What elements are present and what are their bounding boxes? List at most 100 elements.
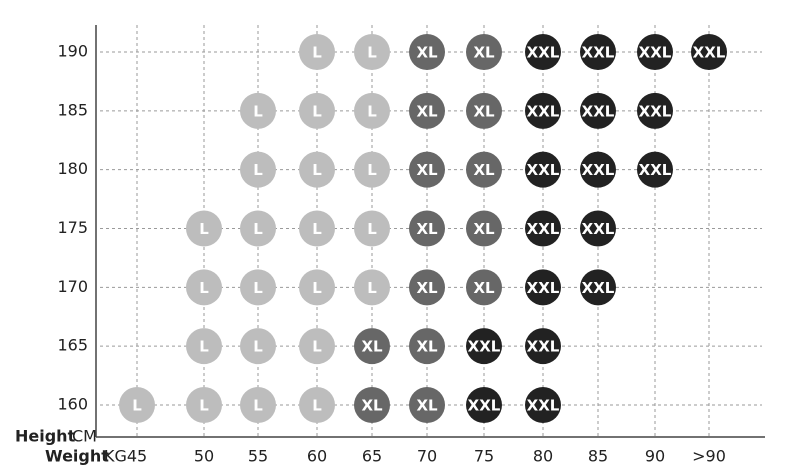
y-tick-label: 180 (57, 159, 88, 178)
size-label: L (199, 338, 209, 356)
size-dot (466, 34, 502, 70)
x-label: Weight (45, 447, 109, 466)
y-tick-label: 170 (57, 277, 88, 296)
size-dot (186, 210, 222, 247)
size-label: L (199, 220, 209, 238)
size-dot (409, 328, 445, 365)
size-label: XXL (527, 397, 560, 415)
size-label: L (199, 397, 209, 415)
size-dot (466, 269, 502, 306)
size-label: XL (473, 161, 495, 179)
size-dot (466, 151, 502, 188)
size-label: XXL (582, 220, 615, 238)
size-label: XXL (582, 161, 615, 179)
size-label: XL (416, 44, 438, 62)
size-dot (637, 151, 673, 188)
x-tick-label: 70 (417, 447, 437, 466)
size-dot (240, 269, 276, 306)
size-label: L (253, 102, 263, 120)
size-dot (525, 92, 561, 129)
size-label: XL (361, 397, 383, 415)
size-dot (354, 210, 390, 247)
size-dot (409, 92, 445, 129)
x-tick-label: 65 (362, 447, 382, 466)
x-tick-label: 90 (645, 447, 665, 466)
size-label: L (312, 161, 322, 179)
size-label: L (312, 102, 322, 120)
size-label: XXL (527, 161, 560, 179)
y-unit: CM (72, 427, 97, 446)
size-dot (409, 387, 445, 423)
size-label: XXL (582, 102, 615, 120)
size-dot (354, 269, 390, 306)
size-dot (525, 328, 561, 365)
size-dot (354, 34, 390, 70)
y-label: Height (15, 427, 76, 446)
size-dot (354, 328, 390, 365)
x-tick-label: 85 (588, 447, 608, 466)
size-label: L (367, 279, 377, 297)
size-label: L (312, 220, 322, 238)
size-label: L (253, 397, 263, 415)
size-label: XL (416, 338, 438, 356)
size-dot (466, 92, 502, 129)
size-dot (299, 34, 335, 70)
x-tick-label: 45 (127, 447, 147, 466)
size-dot (186, 387, 222, 423)
size-label: L (253, 161, 263, 179)
size-dot (186, 328, 222, 365)
size-dot (240, 92, 276, 129)
size-dot (299, 269, 335, 306)
x-tick-label: 50 (194, 447, 214, 466)
size-label: XXL (527, 220, 560, 238)
size-dot (580, 92, 616, 129)
size-dot (409, 34, 445, 70)
y-tick-label: 175 (57, 218, 88, 237)
size-label: XL (416, 397, 438, 415)
size-label: XXL (468, 338, 501, 356)
size-dot (580, 210, 616, 247)
x-tick-label: 55 (248, 447, 268, 466)
size-label: XXL (527, 44, 560, 62)
size-label: XL (473, 220, 495, 238)
size-dot (354, 151, 390, 188)
size-dot (186, 269, 222, 306)
size-dot (299, 387, 335, 423)
size-label: XXL (468, 397, 501, 415)
y-tick-label: 160 (57, 395, 88, 414)
size-dot (409, 151, 445, 188)
size-label: L (367, 161, 377, 179)
size-label: L (312, 279, 322, 297)
size-label: XL (473, 44, 495, 62)
size-dot (240, 387, 276, 423)
size-dot (409, 269, 445, 306)
size-label: XXL (639, 44, 672, 62)
size-dot (580, 34, 616, 70)
size-dot (466, 328, 502, 365)
size-dot (580, 269, 616, 306)
size-dot (525, 387, 561, 423)
size-label: L (253, 338, 263, 356)
y-tick-label: 165 (57, 336, 88, 355)
size-label: XXL (639, 102, 672, 120)
size-dot (299, 328, 335, 365)
x-tick-label: 60 (307, 447, 327, 466)
size-dot (637, 92, 673, 129)
x-tick-label: 80 (533, 447, 553, 466)
size-label: L (367, 44, 377, 62)
size-label: L (312, 397, 322, 415)
size-dot (299, 151, 335, 188)
size-dot (299, 92, 335, 129)
size-dot (299, 210, 335, 247)
size-dot (409, 210, 445, 247)
size-label: XL (361, 338, 383, 356)
size-dot (580, 151, 616, 188)
size-label: L (367, 102, 377, 120)
size-label: XL (416, 279, 438, 297)
size-dot (525, 34, 561, 70)
size-label: XXL (693, 44, 726, 62)
size-dot (240, 210, 276, 247)
size-label: XXL (582, 279, 615, 297)
size-dot (119, 387, 155, 423)
size-dot (525, 210, 561, 247)
